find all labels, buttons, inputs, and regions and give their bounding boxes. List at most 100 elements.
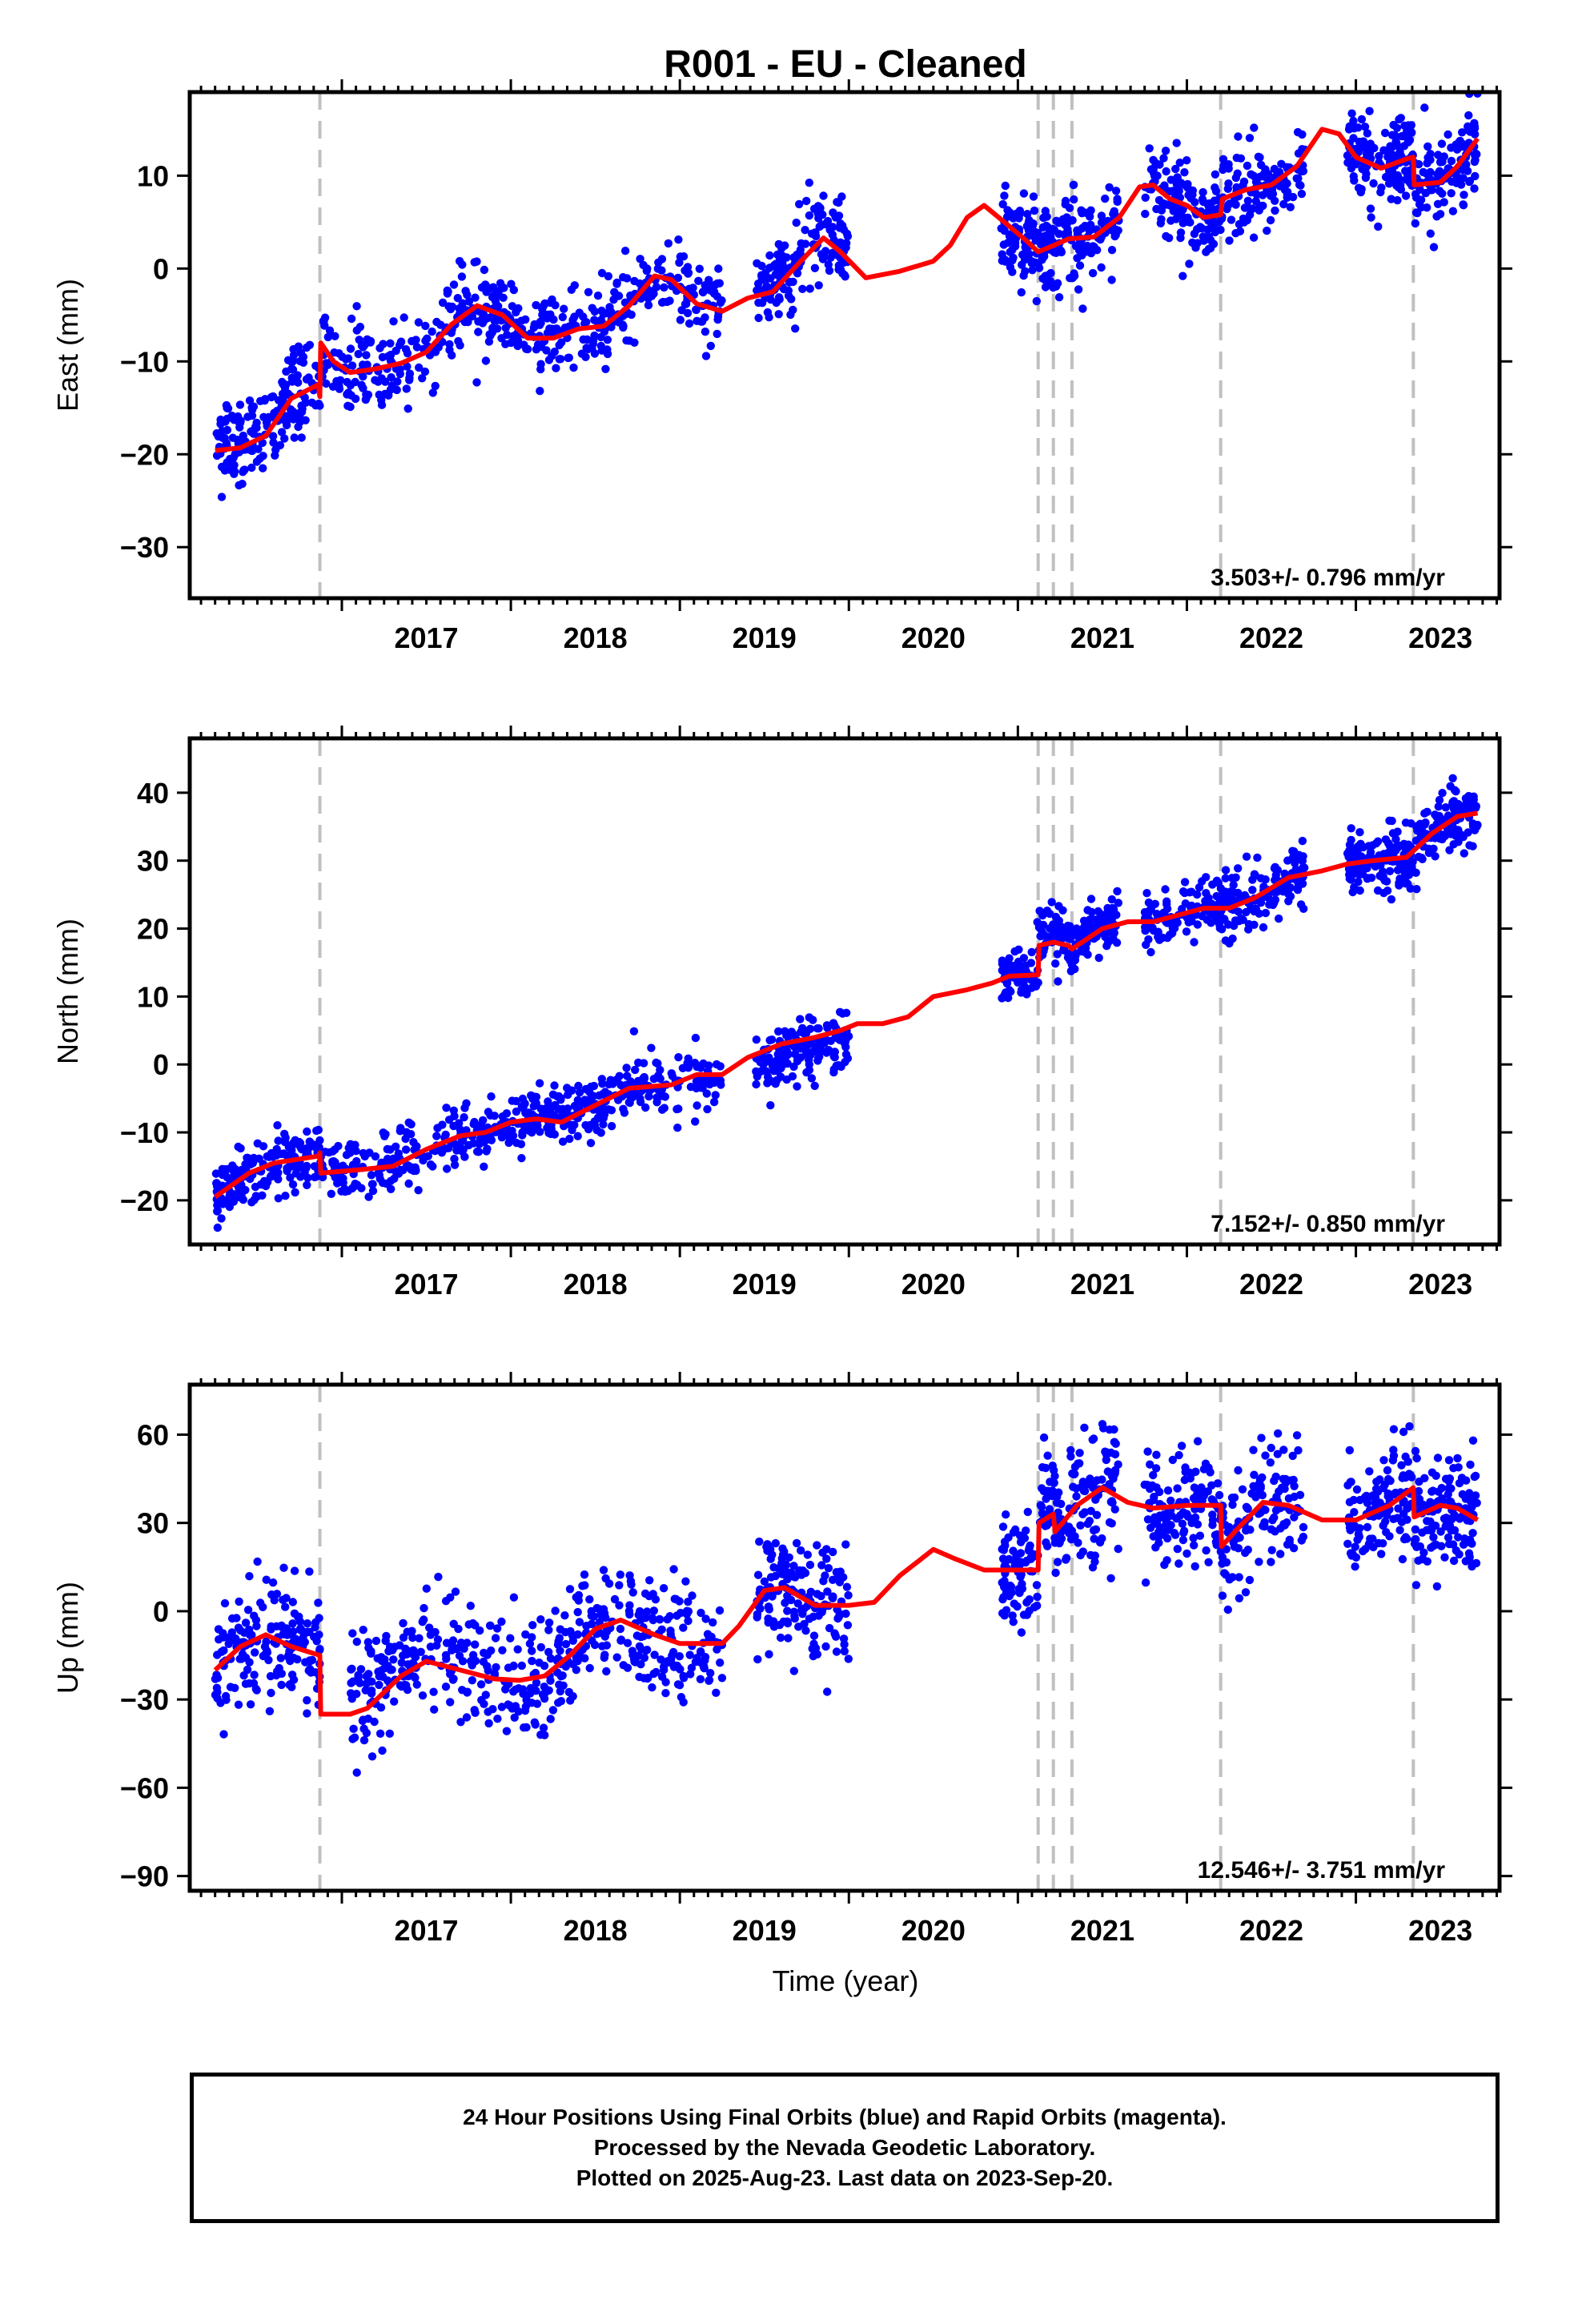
data-point [1350,845,1359,854]
data-point [575,1088,584,1097]
data-point [577,349,586,358]
data-point [807,1074,817,1083]
data-point [363,335,371,344]
data-point [1460,849,1469,858]
data-point [1026,1553,1035,1562]
y-tick-label: 0 [153,252,169,285]
data-point [1023,1507,1033,1517]
y-tick-label: −10 [120,345,169,378]
data-point [1018,1584,1027,1594]
data-point [1400,121,1409,131]
data-point [291,1188,299,1197]
data-point [251,1182,260,1192]
data-point [1231,200,1240,209]
data-point [429,1687,438,1696]
data-point [1235,1573,1243,1582]
data-point [1288,846,1297,855]
data-point [570,281,579,290]
data-point [532,1099,540,1108]
data-point [639,1632,648,1641]
data-point [294,378,303,387]
data-point [1025,1595,1034,1604]
data-point [635,279,644,288]
data-point [269,438,278,447]
data-point [1078,304,1087,313]
data-point [805,284,814,293]
data-point [468,1651,478,1659]
data-point [556,1697,566,1706]
data-point [1038,931,1046,940]
data-point [520,1707,530,1715]
data-point [677,1693,686,1702]
data-point [512,1107,521,1116]
data-point [674,1053,683,1062]
data-point [460,1113,468,1122]
data-point [607,1122,616,1131]
data-point [1242,1526,1251,1535]
data-point [1267,1558,1275,1566]
data-point [1401,191,1411,200]
data-point [367,1752,377,1761]
data-point [441,1683,451,1691]
data-point [1006,247,1014,256]
data-point [615,1581,624,1590]
data-point [1432,212,1441,221]
data-point [754,313,763,323]
data-point [813,1541,821,1550]
data-point [1454,838,1463,846]
data-point [1016,1572,1025,1582]
data-point [315,401,324,410]
data-point [484,337,494,346]
data-point [1369,179,1378,188]
data-point [766,1573,776,1582]
data-point [361,1686,370,1695]
data-point [1227,1494,1237,1502]
data-point [550,1081,559,1090]
data-point [1078,249,1087,258]
data-point [1162,897,1171,906]
data-point [525,1639,535,1648]
data-point [386,339,395,348]
data-point [1218,1591,1227,1600]
data-point [1171,164,1180,174]
data-point [679,1623,688,1632]
data-point [285,1647,294,1656]
data-point [471,1640,480,1649]
data-point [1102,942,1111,951]
data-point [1186,1474,1195,1483]
data-point [224,1639,233,1648]
data-point [635,1606,644,1616]
data-point [303,1619,312,1628]
data-point [1053,950,1062,959]
data-point [1280,185,1290,195]
data-point [1043,1542,1052,1550]
data-point [684,1616,693,1626]
data-point [1105,183,1114,192]
data-point [323,332,332,342]
data-point [267,1625,275,1634]
data-point [1146,165,1156,174]
data-point [1151,1464,1161,1473]
data-point [214,1625,223,1634]
data-point [289,1627,298,1636]
data-point [1267,1546,1276,1554]
data-point [1212,891,1221,901]
data-point [1180,888,1189,898]
data-point [1063,921,1073,931]
data-point [1249,1445,1258,1454]
data-point [540,1683,548,1691]
data-point [300,1638,309,1647]
data-point [1107,1497,1117,1506]
data-point [1250,907,1259,916]
data-point [590,331,599,340]
data-point [247,463,256,472]
data-point [679,1671,688,1681]
data-point [1171,215,1181,223]
data-point [528,1656,536,1666]
data-point [622,1063,631,1072]
data-point [1234,864,1243,873]
data-point [1002,1510,1010,1519]
data-point [665,1658,674,1667]
